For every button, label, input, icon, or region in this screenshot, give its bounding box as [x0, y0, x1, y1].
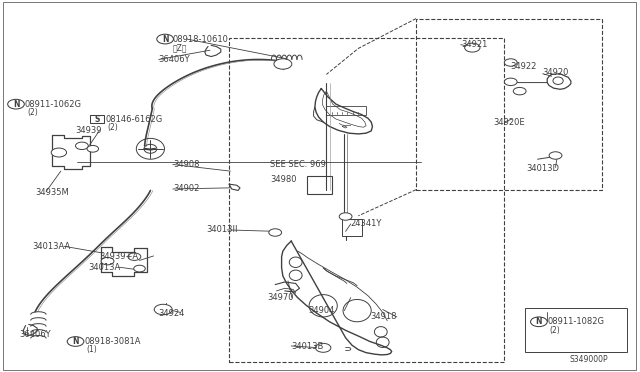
Bar — [307, 176, 332, 194]
Text: (1): (1) — [86, 345, 97, 354]
Circle shape — [128, 253, 141, 260]
Text: 34921: 34921 — [461, 40, 487, 49]
Text: 34939+A: 34939+A — [99, 252, 138, 261]
Text: 34920: 34920 — [543, 68, 569, 77]
Circle shape — [513, 87, 526, 95]
Text: 36406Y: 36406Y — [19, 330, 51, 339]
Text: 34904: 34904 — [308, 306, 335, 315]
Text: (2): (2) — [549, 326, 560, 335]
Text: 36406Y: 36406Y — [159, 55, 190, 64]
Bar — [342, 219, 362, 236]
Text: 34939: 34939 — [76, 126, 102, 135]
Text: N: N — [13, 100, 19, 109]
Text: 34013A: 34013A — [88, 263, 120, 272]
Text: 24341Y: 24341Y — [351, 219, 382, 228]
Circle shape — [269, 229, 282, 236]
Text: (2): (2) — [108, 123, 118, 132]
Circle shape — [549, 152, 562, 159]
Bar — [525, 308, 627, 352]
Bar — [90, 115, 104, 123]
Text: S: S — [95, 115, 100, 124]
Circle shape — [134, 265, 145, 272]
Text: 34013AA: 34013AA — [32, 242, 70, 251]
Circle shape — [101, 257, 114, 265]
Text: SEE SEC. 969: SEE SEC. 969 — [270, 160, 326, 169]
Text: N: N — [536, 317, 542, 326]
Circle shape — [87, 145, 99, 152]
Text: 08918-3081A: 08918-3081A — [84, 337, 141, 346]
Circle shape — [154, 304, 172, 315]
Text: 34970: 34970 — [268, 293, 294, 302]
Text: 34922: 34922 — [511, 62, 537, 71]
Text: 34980: 34980 — [270, 175, 296, 184]
Bar — [229, 38, 504, 362]
Text: 34013II: 34013II — [206, 225, 237, 234]
Circle shape — [76, 142, 88, 150]
Text: 08146-6162G: 08146-6162G — [106, 115, 163, 124]
Text: (2): (2) — [27, 108, 38, 117]
Text: 34013D: 34013D — [526, 164, 559, 173]
Text: 34924: 34924 — [159, 309, 185, 318]
Text: 34902: 34902 — [173, 185, 199, 193]
Circle shape — [316, 343, 331, 352]
Circle shape — [339, 213, 352, 220]
Text: S349000P: S349000P — [570, 355, 608, 364]
Bar — [416, 19, 602, 190]
Circle shape — [51, 148, 67, 157]
Circle shape — [465, 43, 480, 52]
Text: 08918-10610: 08918-10610 — [173, 35, 228, 44]
Text: N: N — [162, 35, 168, 44]
Circle shape — [274, 59, 292, 69]
Text: 08911-1082G: 08911-1082G — [547, 317, 604, 326]
Circle shape — [504, 59, 517, 66]
Circle shape — [504, 78, 517, 86]
Text: 34908: 34908 — [173, 160, 199, 169]
Text: 08911-1062G: 08911-1062G — [24, 100, 81, 109]
Text: N: N — [72, 337, 79, 346]
Bar — [326, 106, 366, 115]
Text: （Z）: （Z） — [173, 43, 188, 52]
Text: 34920E: 34920E — [493, 118, 524, 126]
Text: 34918: 34918 — [370, 312, 396, 321]
Text: 34935M: 34935M — [35, 188, 69, 197]
Text: 34013B: 34013B — [291, 342, 324, 351]
